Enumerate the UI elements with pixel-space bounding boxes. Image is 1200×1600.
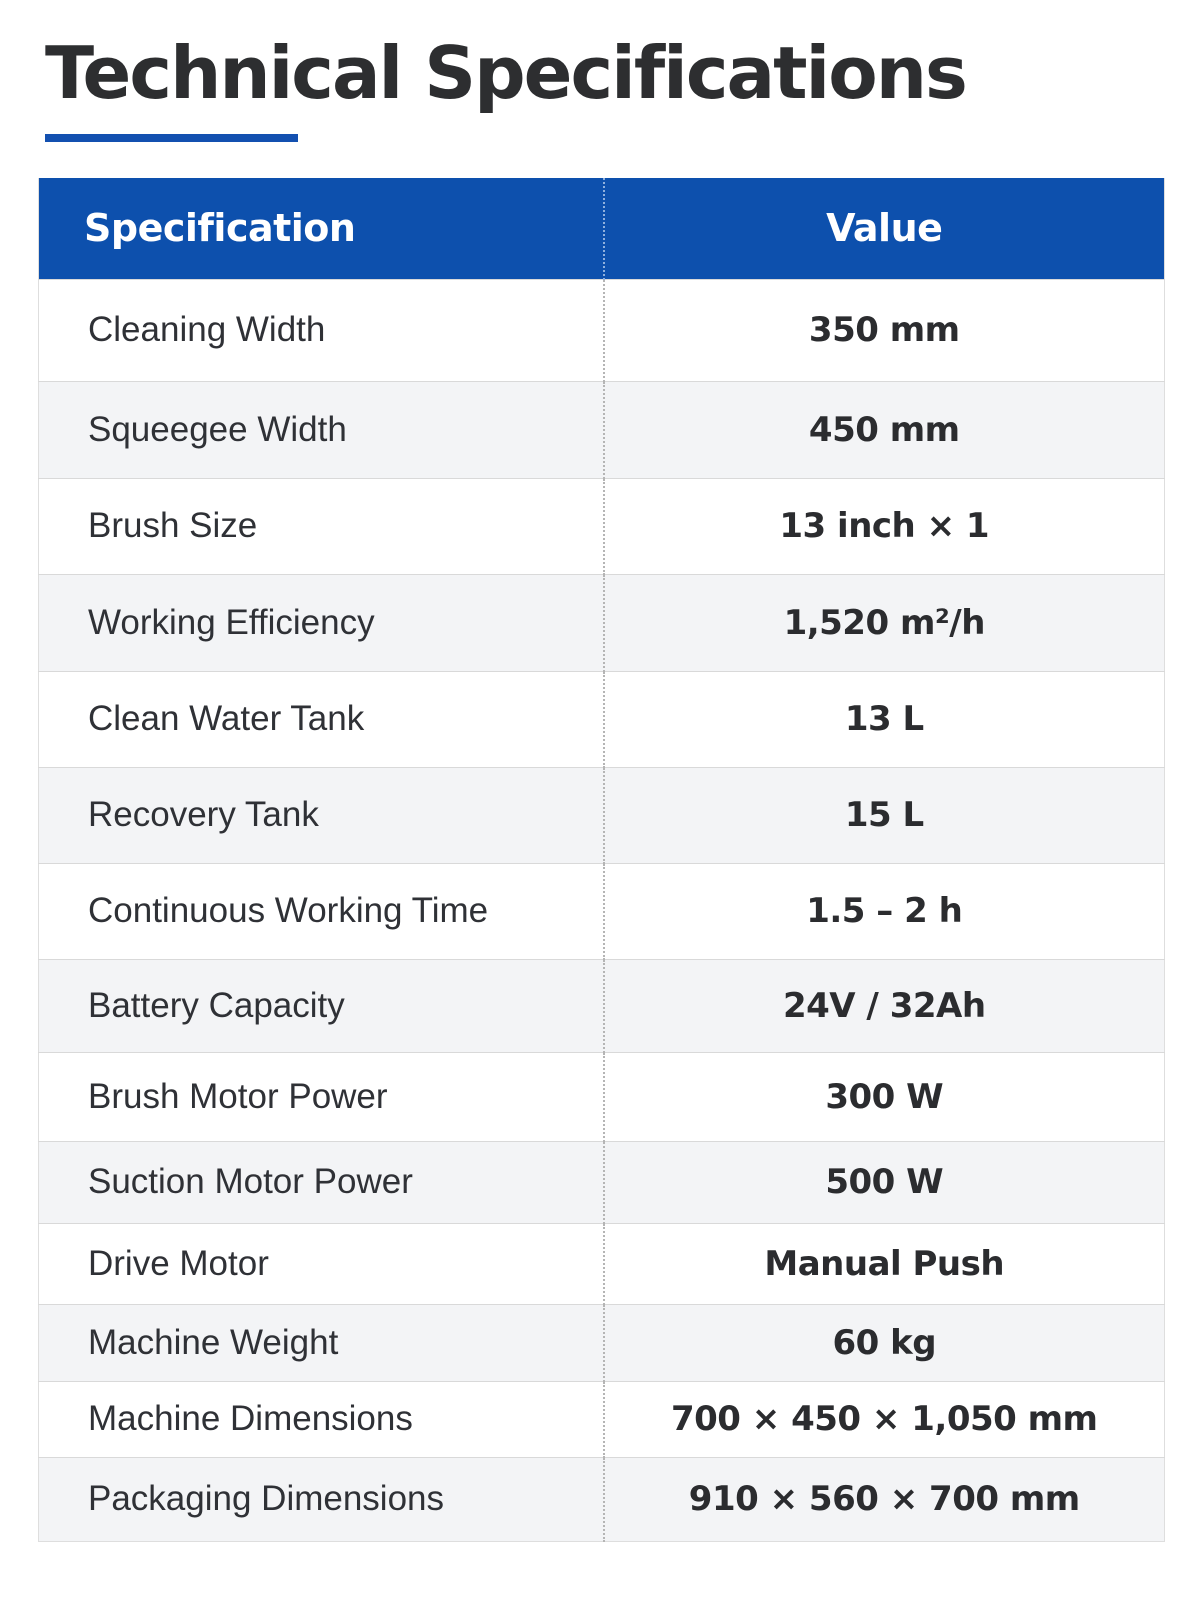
spec-value: 350 mm	[808, 310, 960, 350]
table-row: Squeegee Width 450 mm	[38, 381, 1165, 478]
table-row: Recovery Tank 15 L	[38, 767, 1165, 863]
spec-value: 700 × 450 × 1,050 mm	[670, 1399, 1098, 1439]
table-row: Battery Capacity 24V / 32Ah	[38, 959, 1165, 1052]
spec-label: Brush Size	[38, 478, 605, 574]
spec-label: Machine Dimensions	[38, 1381, 605, 1457]
spec-value: 13 L	[844, 699, 924, 739]
spec-value: 13 inch × 1	[779, 506, 990, 546]
spec-label: Continuous Working Time	[38, 863, 605, 959]
table-header-row: Specification Value	[38, 178, 1165, 279]
table-row: Brush Size 13 inch × 1	[38, 478, 1165, 574]
spec-label: Drive Motor	[38, 1223, 605, 1304]
table-row: Cleaning Width 350 mm	[38, 279, 1165, 381]
spec-value: 300 W	[825, 1076, 944, 1117]
spec-value: 15 L	[844, 795, 924, 835]
spec-label: Packaging Dimensions	[38, 1457, 605, 1541]
spec-value: Manual Push	[764, 1243, 1005, 1284]
column-header-specification: Specification	[38, 178, 605, 279]
column-header-value: Value	[826, 206, 943, 251]
table-row: Suction Motor Power 500 W	[38, 1141, 1165, 1223]
table-row: Drive Motor Manual Push	[38, 1223, 1165, 1304]
spec-value: 24V / 32Ah	[782, 985, 986, 1026]
table-body: Cleaning Width 350 mm Squeegee Width 450…	[38, 279, 1165, 1541]
spec-label: Squeegee Width	[38, 381, 605, 478]
table-row: Continuous Working Time 1.5 – 2 h	[38, 863, 1165, 959]
spec-value: 1,520 m²/h	[783, 602, 986, 643]
table-row: Packaging Dimensions 910 × 560 × 700 mm	[38, 1457, 1165, 1541]
spec-label: Brush Motor Power	[38, 1052, 605, 1141]
spec-value: 60 kg	[832, 1322, 937, 1363]
table-row: Working Efficiency 1,520 m²/h	[38, 574, 1165, 671]
spec-value: 910 × 560 × 700 mm	[688, 1479, 1080, 1519]
table-row: Machine Dimensions 700 × 450 × 1,050 mm	[38, 1381, 1165, 1457]
spec-table: Specification Value Cleaning Width 350 m…	[38, 178, 1165, 1542]
spec-value: 450 mm	[808, 409, 960, 450]
spec-value: 500 W	[825, 1162, 944, 1202]
table-row: Machine Weight 60 kg	[38, 1304, 1165, 1381]
title-underline	[45, 134, 298, 142]
spec-label: Battery Capacity	[38, 959, 605, 1052]
spec-label: Clean Water Tank	[38, 671, 605, 767]
spec-label: Recovery Tank	[38, 767, 605, 863]
spec-value: 1.5 – 2 h	[806, 891, 963, 931]
spec-label: Cleaning Width	[38, 279, 605, 381]
spec-label: Working Efficiency	[38, 574, 605, 671]
spec-label: Suction Motor Power	[38, 1141, 605, 1223]
spec-label: Machine Weight	[38, 1304, 605, 1381]
table-row: Brush Motor Power 300 W	[38, 1052, 1165, 1141]
table-row: Clean Water Tank 13 L	[38, 671, 1165, 767]
page-title: Technical Specifications	[45, 31, 968, 115]
